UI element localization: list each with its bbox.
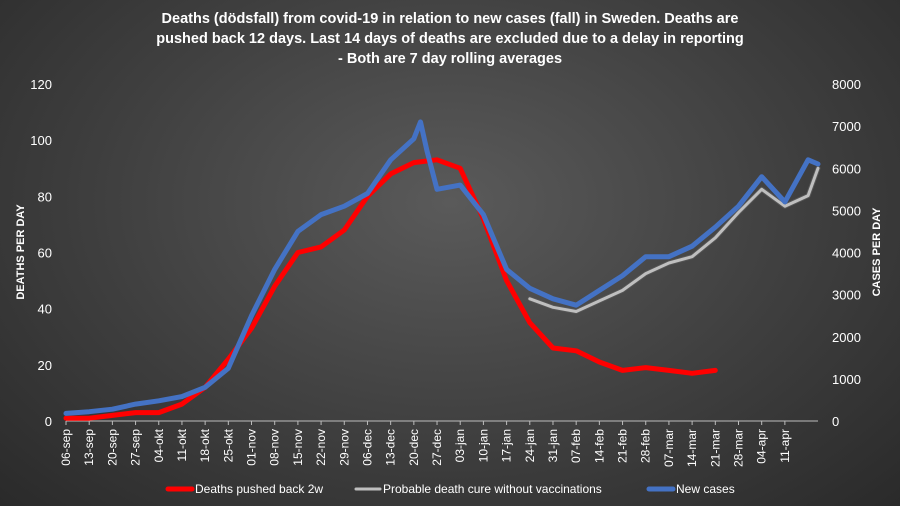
x-tick-label-7: 25-okt: [221, 428, 235, 462]
x-tick-label-25: 28-feb: [639, 429, 653, 463]
legend-label-probable: Probable death cure without vaccinations: [383, 482, 602, 496]
x-tick-label-15: 20-dec: [407, 429, 421, 466]
legend-label-new-cases: New cases: [676, 482, 735, 496]
y-tick-left-1: 20: [38, 358, 52, 373]
x-tick-label-19: 17-jan: [500, 429, 514, 462]
x-tick-label-4: 04-okt: [152, 428, 166, 462]
x-tick-label-22: 07-feb: [569, 429, 583, 463]
series-layer: [63, 119, 821, 421]
x-tick-label-5: 11-okt: [175, 428, 189, 461]
chart-title-line-3: - Both are 7 day rolling averages: [338, 51, 562, 67]
x-tick-label-27: 14-mar: [685, 429, 699, 467]
legend: Deaths pushed back 2w Probable death cur…: [165, 482, 735, 496]
y-ticks-right: 0 1000 2000 3000 4000 5000 6000 7000 8000: [832, 77, 861, 429]
y-axis-left-label: DEATHS PER DAY: [15, 204, 27, 300]
y-tick-left-5: 100: [30, 133, 52, 148]
y-tick-right-4: 4000: [832, 246, 861, 261]
legend-label-deaths: Deaths pushed back 2w: [195, 482, 323, 496]
y-tick-right-1: 1000: [832, 372, 861, 387]
x-tick-label-24: 21-feb: [616, 429, 630, 463]
x-tick-label-31: 11-apr: [778, 429, 792, 463]
y-tick-left-4: 80: [38, 189, 52, 204]
y-tick-right-2: 2000: [832, 330, 861, 345]
x-ticks: 06-sep 13-sep 20-sep 27-sep 04-okt 11-okt 18-o…: [59, 421, 792, 467]
x-tick-label-10: 15-nov: [291, 429, 305, 466]
y-tick-left-2: 40: [38, 302, 52, 317]
series-line-1: [528, 166, 820, 313]
y-tick-right-0: 0: [832, 414, 839, 429]
chart-title: Deaths (dödsfall) from covid-19 in relat…: [156, 11, 743, 67]
x-tick-label-1: 13-sep: [82, 429, 96, 466]
x-tick-label-29: 28-mar: [731, 429, 745, 467]
x-tick-label-2: 20-sep: [105, 429, 119, 466]
x-tick-label-6: 18-okt: [198, 428, 212, 462]
y-tick-left-6: 120: [30, 77, 52, 92]
x-tick-label-18: 10-jan: [476, 429, 490, 462]
x-tick-label-20: 24-jan: [523, 429, 537, 462]
y-tick-right-7: 7000: [832, 119, 861, 134]
chart-title-line-2: pushed back 12 days. Last 14 days of dea…: [156, 31, 743, 47]
x-tick-label-8: 01-nov: [245, 429, 259, 466]
x-tick-label-0: 06-sep: [59, 429, 73, 466]
x-tick-label-21: 31-jan: [546, 429, 560, 462]
x-tick-label-17: 03-jan: [453, 429, 467, 462]
y-axis-right-label: CASES PER DAY: [871, 207, 883, 297]
chart-title-line-1: Deaths (dödsfall) from covid-19 in relat…: [162, 11, 739, 27]
y-tick-left-0: 0: [45, 414, 52, 429]
x-tick-label-26: 07-mar: [662, 429, 676, 467]
y-tick-right-8: 8000: [832, 77, 861, 92]
y-tick-left-3: 60: [38, 246, 52, 261]
series-line-2: [63, 119, 821, 416]
series-line-0: [63, 157, 718, 421]
x-tick-label-16: 27-dec: [430, 429, 444, 466]
x-tick-label-3: 27-sep: [129, 429, 143, 466]
y-tick-right-5: 5000: [832, 203, 861, 218]
x-tick-label-13: 06-dec: [360, 429, 374, 466]
x-tick-label-9: 08-nov: [268, 429, 282, 466]
x-tick-label-14: 13-dec: [384, 429, 398, 466]
y-tick-right-6: 6000: [832, 161, 861, 176]
y-ticks-left: 0 20 40 60 80 100 120: [30, 77, 52, 429]
x-tick-label-30: 04-apr: [755, 429, 769, 464]
x-tick-label-23: 14-feb: [592, 429, 606, 463]
x-tick-label-12: 29-nov: [337, 429, 351, 466]
x-tick-label-11: 22-nov: [314, 429, 328, 466]
x-tick-label-28: 21-mar: [708, 429, 722, 467]
y-tick-right-3: 3000: [832, 288, 861, 303]
